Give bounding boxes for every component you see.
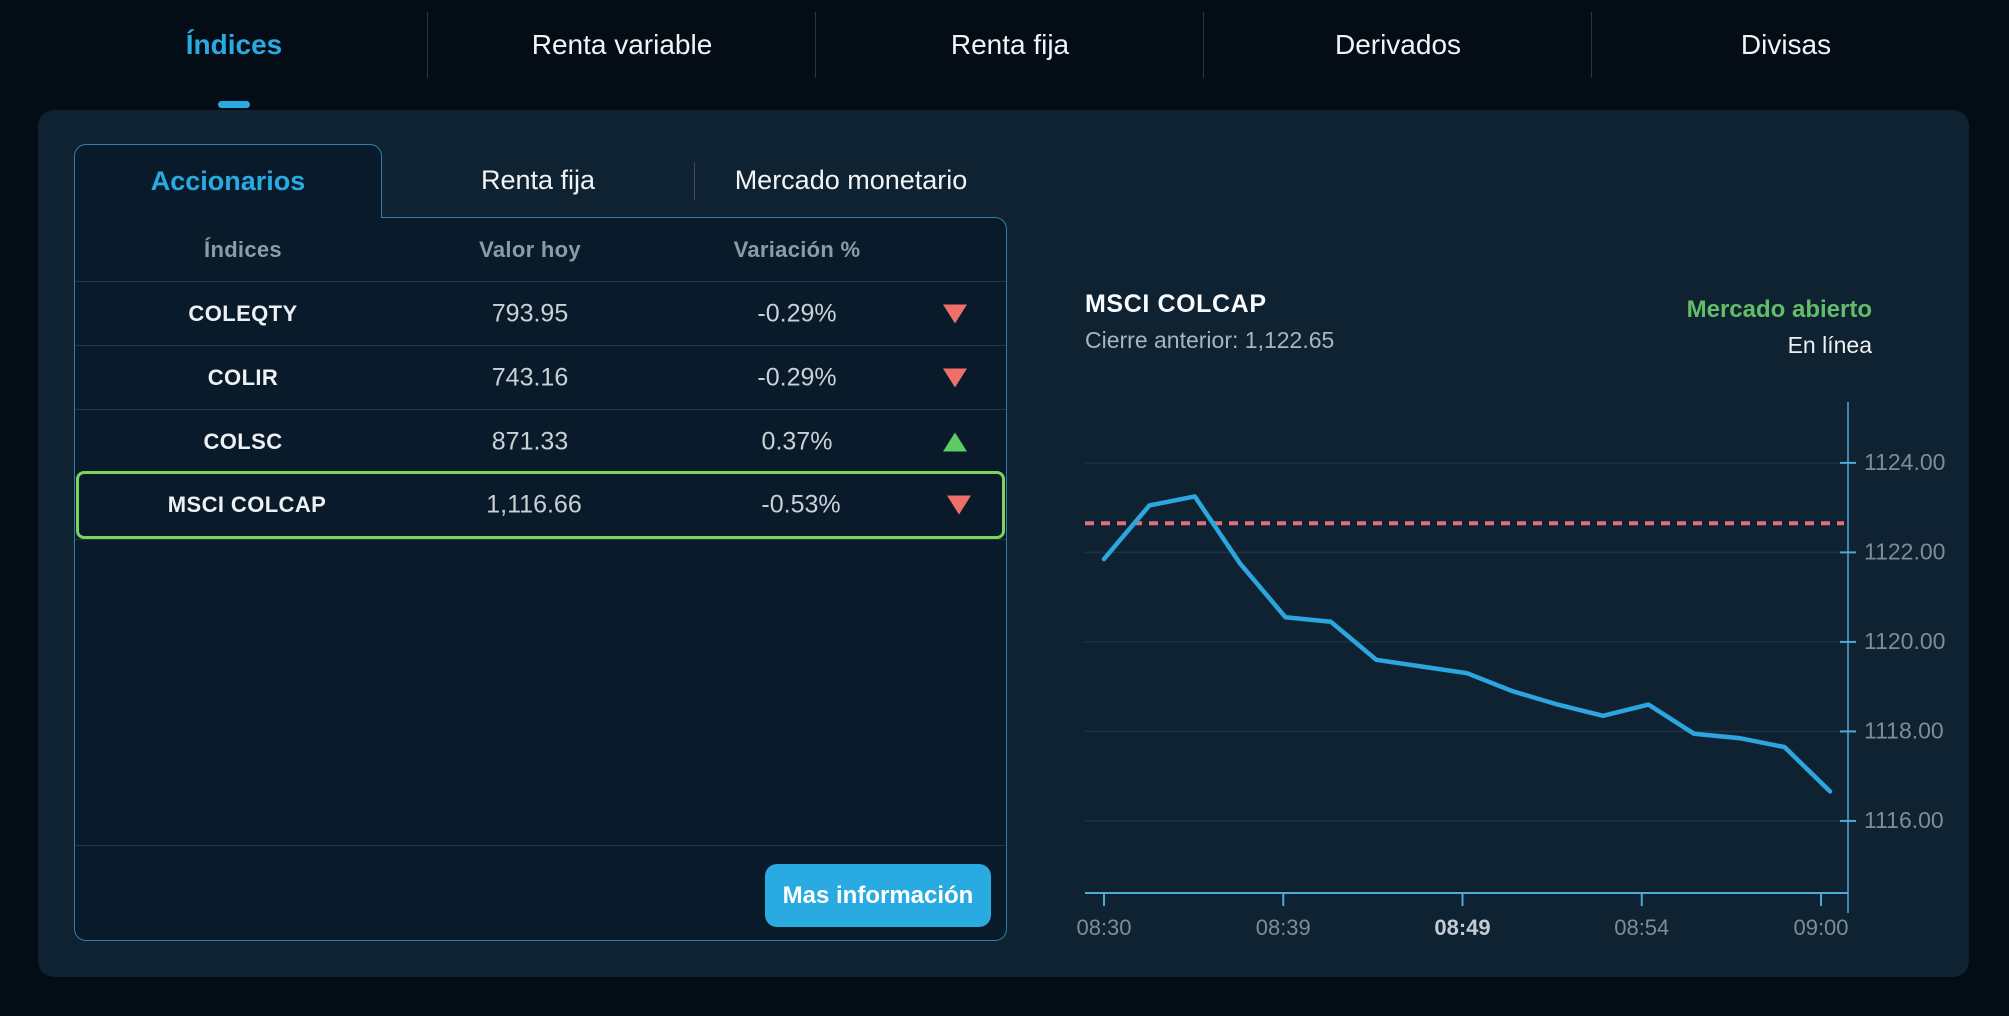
tab-renta-fija[interactable]: Renta fija (382, 144, 694, 217)
table-row-colsc[interactable]: COLSC 871.33 0.37% (75, 409, 1006, 473)
x-axis-tick-label: 09:00 (1793, 915, 1848, 940)
index-name: COLSC (203, 428, 283, 454)
tab-label: Renta fija (480, 165, 596, 195)
chart-title: MSCI COLCAP (1085, 290, 1267, 318)
nav-item-label: Renta variable (531, 29, 713, 60)
down-triangle-icon (943, 304, 967, 323)
previous-close-label: Cierre anterior: 1,122.65 (1085, 327, 1335, 353)
x-axis-tick-label: 08:54 (1614, 915, 1669, 940)
up-triangle-icon (943, 432, 967, 451)
index-value: 871.33 (491, 427, 569, 455)
card-tabs: Accionarios Renta fija Mercado monetario (74, 144, 1007, 218)
intraday-line-chart: 1124.00 1122.00 1120.00 1118.00 1116.00 08:30… (1076, 402, 1945, 940)
index-name: COLEQTY (188, 300, 298, 326)
tab-divider (694, 161, 695, 200)
index-change: -0.29% (757, 299, 837, 327)
y-axis-tick-label: 1122.00 (1864, 538, 1945, 564)
y-axis-tick-label: 1116.00 (1864, 807, 1944, 833)
index-name: COLIR (207, 364, 279, 390)
y-axis-tick-label: 1118.00 (1864, 718, 1944, 744)
table-row-colir[interactable]: COLIR 743.16 -0.29% (75, 345, 1006, 409)
nav-item-label: Renta fija (950, 29, 1070, 60)
nav-item-derivados[interactable]: Derivados (1204, 0, 1592, 90)
top-nav: Índices Renta variable Renta fija Derivados… (40, 0, 1980, 108)
table-row-coleqty[interactable]: COLEQTY 793.95 -0.29% (75, 281, 1006, 345)
indices-table-body: COLEQTY 793.95 -0.29% COLIR 743.16 -0.29% COLS… (75, 281, 1006, 540)
tab-accionarios[interactable]: Accionarios (74, 144, 382, 218)
x-axis-tick-label: 08:30 (1076, 915, 1131, 940)
index-change: 0.37% (761, 427, 833, 455)
table-row-msci-colcap[interactable]: MSCI COLCAP 1,116.66 -0.53% (76, 471, 1005, 539)
index-value: 1,116.66 (486, 490, 582, 519)
online-label: En línea (1787, 332, 1872, 358)
index-value: 793.95 (491, 299, 569, 327)
nav-item-label: Divisas (1740, 29, 1832, 60)
tab-label: Accionarios (150, 166, 306, 196)
main-panel: Accionarios Renta fija Mercado monetario… (38, 110, 1969, 977)
indices-card: Accionarios Renta fija Mercado monetario… (74, 144, 1007, 941)
nav-item-renta-fija[interactable]: Renta fija (816, 0, 1204, 90)
nav-item-divisas[interactable]: Divisas (1592, 0, 1980, 90)
card-footer: Mas información (75, 845, 1006, 942)
table-header: Índices Valor hoy Variación % (75, 218, 1006, 281)
index-name: MSCI COLCAP (167, 492, 327, 517)
nav-item-label: Índices (185, 29, 283, 60)
x-axis-tick-label: 08:39 (1256, 915, 1311, 940)
y-axis-tick-label: 1124.00 (1864, 449, 1945, 475)
column-header-variacion: Variación % (733, 236, 861, 262)
tab-label: Mercado monetario (734, 165, 968, 195)
index-value: 743.16 (491, 363, 569, 391)
tab-mercado-monetario[interactable]: Mercado monetario (695, 144, 1007, 217)
market-open-badge: Mercado abierto (1686, 296, 1872, 323)
x-axis-tick-label: 08:49 (1434, 915, 1490, 940)
market-status: Mercado abierto En línea (1687, 296, 1872, 359)
y-axis-tick-label: 1120.00 (1864, 628, 1945, 654)
index-change: -0.29% (757, 363, 837, 391)
price-line-series (1101, 494, 1833, 794)
indices-table: Índices Valor hoy Variación % COLEQTY 793… (74, 217, 1007, 941)
nav-item-renta-variable[interactable]: Renta variable (428, 0, 816, 90)
more-info-button[interactable]: Mas información (765, 864, 991, 927)
down-triangle-icon (947, 495, 971, 515)
column-header-indices: Índices (204, 236, 282, 262)
active-nav-indicator (218, 101, 250, 108)
column-header-valor-hoy: Valor hoy (479, 236, 581, 262)
nav-item-indices[interactable]: Índices (40, 0, 428, 108)
nav-item-label: Derivados (1334, 29, 1462, 60)
down-triangle-icon (943, 368, 967, 387)
index-change: -0.53% (761, 490, 841, 519)
